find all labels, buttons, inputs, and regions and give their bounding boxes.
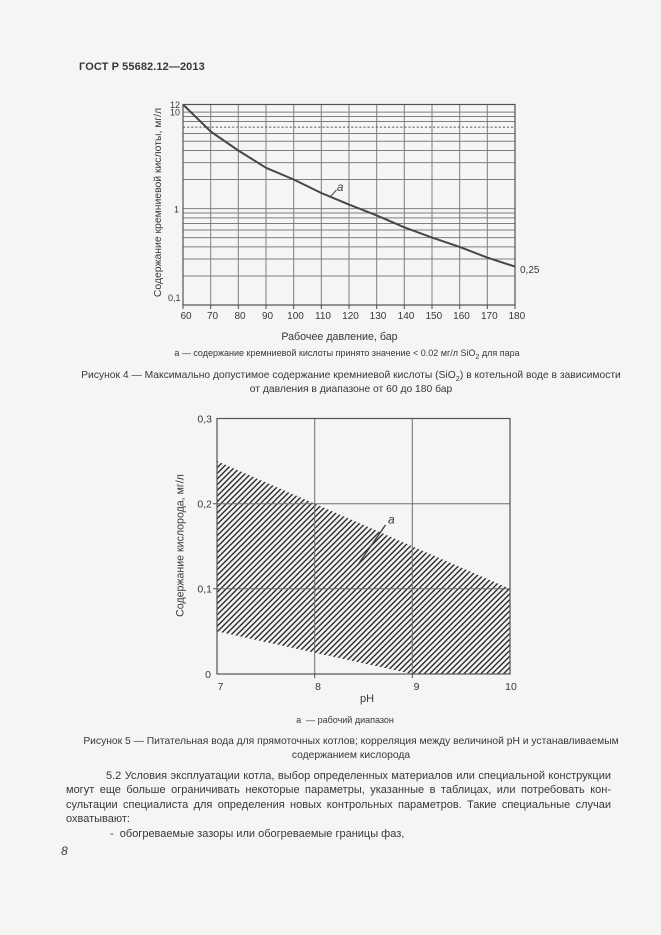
svg-text:10: 10 bbox=[505, 681, 517, 693]
svg-text:0,1: 0,1 bbox=[168, 293, 181, 303]
svg-text:150: 150 bbox=[425, 311, 442, 322]
svg-text:140: 140 bbox=[398, 311, 415, 322]
svg-text:9: 9 bbox=[414, 681, 420, 693]
svg-text:70: 70 bbox=[207, 311, 219, 322]
svg-text:180: 180 bbox=[508, 311, 525, 322]
svg-text:130: 130 bbox=[370, 311, 387, 322]
svg-text:8: 8 bbox=[315, 681, 321, 693]
svg-text:Рабочее давление, бар: Рабочее давление, бар bbox=[281, 331, 397, 343]
svg-text:80: 80 bbox=[234, 311, 246, 322]
svg-text:12: 12 bbox=[170, 100, 180, 110]
svg-text:7: 7 bbox=[218, 681, 224, 693]
svg-text:a: a bbox=[388, 513, 395, 527]
svg-text:Содержание кремниевой кислоты,: Содержание кремниевой кислоты, мг/л bbox=[153, 108, 164, 297]
svg-text:60: 60 bbox=[180, 311, 192, 322]
svg-text:10: 10 bbox=[170, 108, 180, 118]
svg-text:170: 170 bbox=[481, 311, 498, 322]
svg-text:pH: pH bbox=[360, 693, 374, 705]
svg-text:0,25: 0,25 bbox=[520, 265, 540, 276]
svg-text:0,2: 0,2 bbox=[197, 499, 212, 511]
svg-text:0,1: 0,1 bbox=[197, 584, 212, 596]
svg-text:160: 160 bbox=[453, 311, 470, 322]
svg-text:a: a bbox=[337, 182, 343, 194]
svg-text:1: 1 bbox=[174, 205, 179, 215]
svg-text:120: 120 bbox=[342, 311, 359, 322]
svg-text:110: 110 bbox=[315, 311, 331, 322]
svg-text:100: 100 bbox=[287, 311, 304, 322]
svg-text:0: 0 bbox=[205, 669, 211, 681]
svg-text:0,3: 0,3 bbox=[197, 414, 212, 426]
svg-text:Содержание кислорода, мг/л: Содержание кислорода, мг/л bbox=[175, 474, 187, 617]
svg-text:90: 90 bbox=[262, 311, 274, 322]
